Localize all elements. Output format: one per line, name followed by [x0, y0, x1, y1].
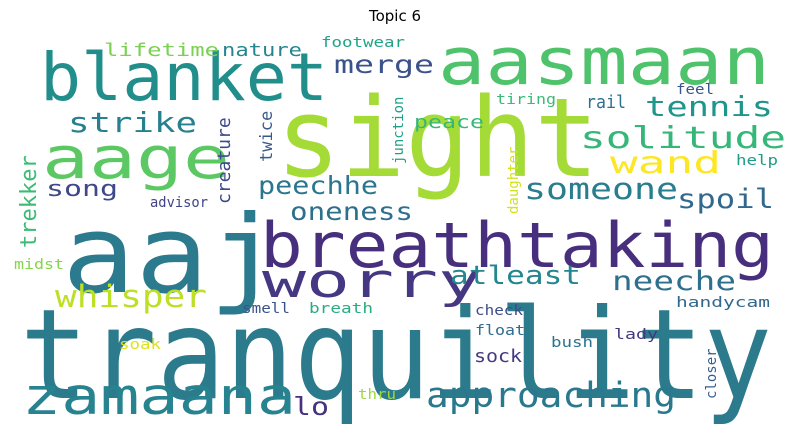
word-handycam: handycam	[676, 295, 770, 311]
word-trekker: trekker	[17, 155, 42, 248]
word-tiring: tiring	[496, 92, 556, 108]
word-check: check	[475, 303, 524, 319]
word-twice: twice	[257, 111, 277, 162]
word-advisor: advisor	[150, 195, 208, 211]
word-lo: lo	[293, 392, 329, 421]
word-merge: merge	[334, 50, 434, 79]
word-neeche: neeche	[612, 266, 736, 297]
word-someone: someone	[524, 172, 678, 206]
word-help: help	[736, 153, 778, 169]
word-thru: thru	[358, 387, 396, 403]
word-footwear: footwear	[321, 35, 405, 51]
word-whisper: whisper	[55, 279, 207, 315]
word-approaching: approaching	[426, 376, 676, 416]
word-daughter: daughter	[506, 147, 522, 214]
word-tranquility: tranquility	[20, 283, 772, 427]
word-sight: sight	[276, 74, 599, 202]
word-soak: soak	[119, 337, 162, 353]
word-oneness: oneness	[290, 197, 413, 226]
word-spoil: spoil	[677, 184, 774, 215]
word-aaj: aaj	[62, 193, 282, 318]
word-song: song	[46, 177, 118, 202]
word-sock: sock	[474, 346, 522, 367]
word-bush: bush	[551, 335, 593, 351]
word-smell: smell	[242, 301, 290, 317]
word-closer: closer	[704, 348, 720, 399]
word-feel: feel	[676, 82, 714, 98]
word-junction: junction	[391, 97, 407, 164]
word-worry: worry	[262, 254, 482, 309]
word-peace: peace	[414, 112, 484, 133]
word-midst: midst	[14, 257, 64, 273]
word-breath: breath	[309, 301, 373, 317]
word-wand: wand	[610, 146, 721, 181]
word-breathtaking: breathtaking	[260, 209, 774, 282]
word-zamaana: zamaana	[22, 368, 296, 427]
word-lady: lady	[614, 327, 658, 343]
word-solitude: solitude	[580, 121, 786, 156]
word-rail: rail	[586, 92, 626, 113]
word-blanket: blanket	[40, 39, 328, 116]
word-lifetime: lifetime	[104, 40, 219, 61]
word-float: float	[475, 323, 525, 339]
word-aasmaan: aasmaan	[438, 25, 770, 100]
word-tennis: tennis	[645, 90, 773, 123]
word-nature: nature	[222, 40, 302, 61]
word-strike: strike	[68, 106, 197, 139]
word-aage: aage	[42, 124, 230, 192]
word-peechhe: peechhe	[258, 171, 378, 200]
chart-title: Topic 6	[368, 7, 422, 25]
word-creature: creature	[214, 117, 235, 204]
word-atleast: atleast	[450, 261, 581, 291]
